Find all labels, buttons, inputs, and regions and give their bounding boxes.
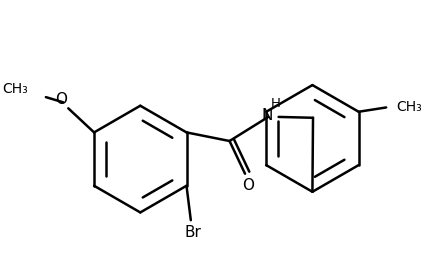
Text: Br: Br: [184, 225, 201, 240]
Text: N: N: [261, 108, 273, 123]
Text: H: H: [270, 97, 280, 110]
Text: O: O: [242, 178, 254, 193]
Text: CH₃: CH₃: [396, 100, 421, 115]
Text: CH₃: CH₃: [2, 81, 28, 95]
Text: O: O: [55, 92, 67, 107]
